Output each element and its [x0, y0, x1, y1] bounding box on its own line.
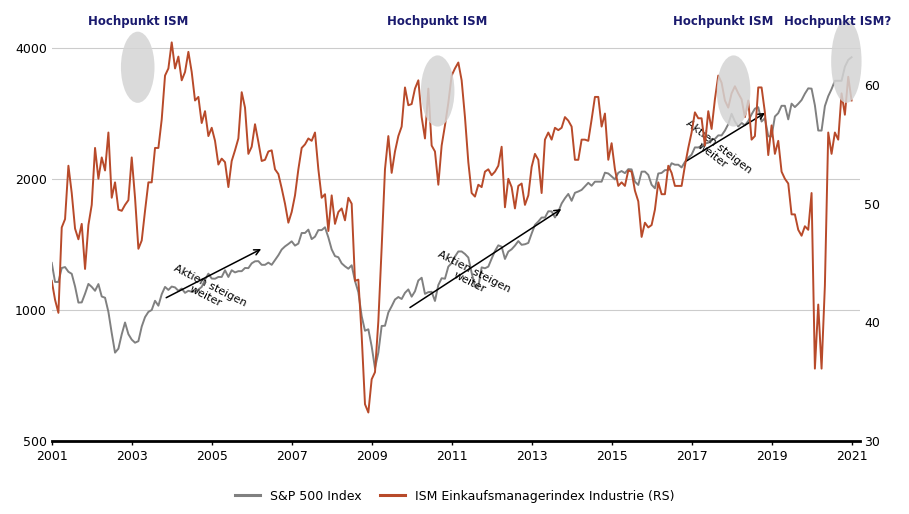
- Text: Aktien steigen
weiter: Aktien steigen weiter: [431, 249, 513, 305]
- Legend: S&P 500 Index, ISM Einkaufsmanagerindex Industrie (RS): S&P 500 Index, ISM Einkaufsmanagerindex …: [230, 485, 679, 508]
- Ellipse shape: [421, 56, 454, 126]
- Text: Hochpunkt ISM: Hochpunkt ISM: [674, 15, 774, 28]
- Text: Hochpunkt ISM?: Hochpunkt ISM?: [784, 15, 891, 28]
- Text: Aktien steigen
weiter: Aktien steigen weiter: [167, 263, 248, 319]
- Ellipse shape: [831, 20, 862, 103]
- Ellipse shape: [717, 56, 751, 126]
- Text: Hochpunkt ISM: Hochpunkt ISM: [387, 15, 488, 28]
- Text: Aktien steigen
weiter: Aktien steigen weiter: [677, 118, 754, 184]
- Ellipse shape: [121, 32, 155, 103]
- Text: Hochpunkt ISM: Hochpunkt ISM: [87, 15, 188, 28]
